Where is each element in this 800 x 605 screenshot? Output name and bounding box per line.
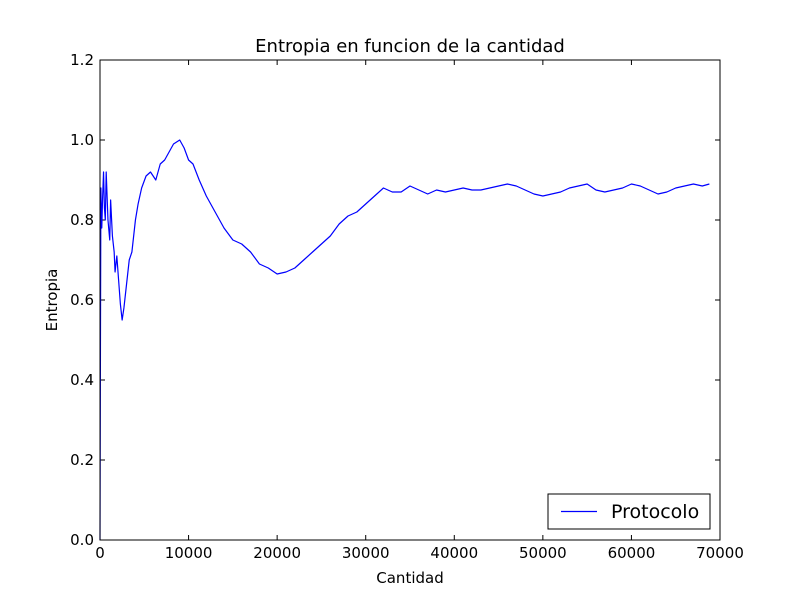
x-tick-label: 30000 <box>342 544 390 562</box>
y-tick-label: 0.0 <box>70 531 94 549</box>
x-tick-label: 10000 <box>165 544 213 562</box>
legend: Protocolo <box>547 493 711 530</box>
x-tick-label: 20000 <box>253 544 301 562</box>
x-tick-label: 60000 <box>608 544 656 562</box>
x-tick-label: 0 <box>95 544 105 562</box>
x-tick-label: 40000 <box>430 544 478 562</box>
chart-title: Entropia en funcion de la cantidad <box>255 36 565 57</box>
series-line-protocolo <box>99 139 710 541</box>
plot-frame <box>99 59 721 541</box>
axis-ticks: 0 10000 20000 30000 40000 50000 60000 70000 0.0 0… <box>70 51 744 562</box>
x-tick-label: 50000 <box>519 544 567 562</box>
y-tick-label: 0.2 <box>70 451 94 469</box>
y-tick-label: 1.2 <box>70 51 94 69</box>
y-tick-label: 1.0 <box>70 131 94 149</box>
y-tick-label: 0.6 <box>70 291 94 309</box>
y-tick-label: 0.4 <box>70 371 94 389</box>
series-layer <box>99 139 710 541</box>
y-tick-label: 0.8 <box>70 211 94 229</box>
x-axis-title: Cantidad <box>376 569 443 587</box>
x-tick-label: 70000 <box>696 544 744 562</box>
y-axis-title: Entropia <box>43 269 61 332</box>
legend-label-protocolo: Protocolo <box>611 501 699 523</box>
